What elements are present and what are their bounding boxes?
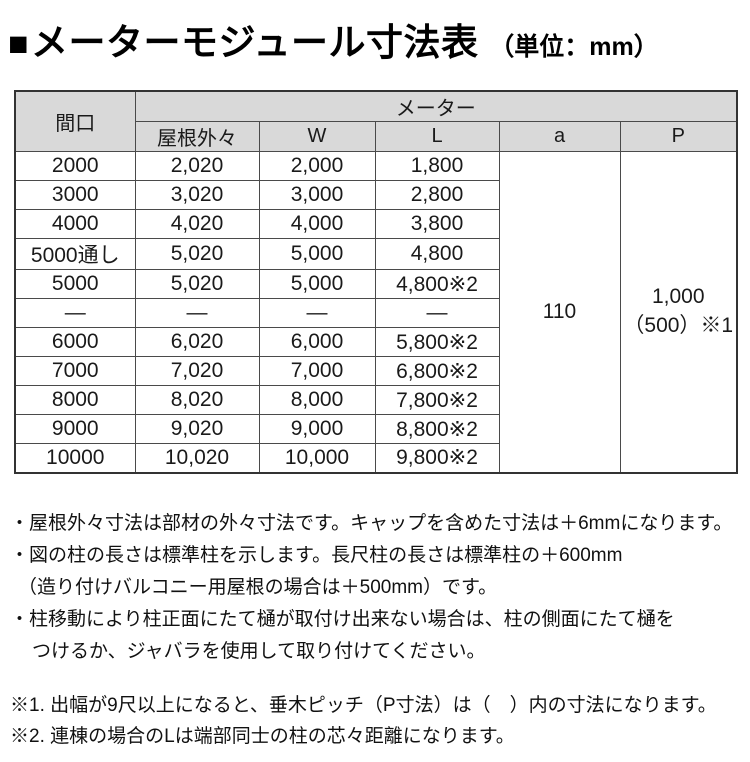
note-line: つけるか、ジャバラを使用して取り付けてください。 bbox=[32, 640, 486, 662]
cell-w: 5,000 bbox=[258, 269, 376, 299]
header-row-sub: 屋根外々 W L a P bbox=[15, 121, 738, 152]
cell-l: 5,800※2 bbox=[374, 327, 500, 357]
cell-yane: 5,020 bbox=[134, 238, 260, 270]
cell-maguchi: 2000 bbox=[14, 151, 136, 181]
table-row: 9000 9,020 9,000 8,800※2 bbox=[14, 414, 737, 444]
cell-p-merged: 1,000 （500）※1 bbox=[619, 151, 738, 473]
header-w: W bbox=[258, 121, 376, 152]
cell-l: 4,800 bbox=[374, 238, 500, 270]
table-row: 3000 3,020 3,000 2,800 bbox=[14, 180, 737, 210]
cell-yane: 5,020 bbox=[134, 269, 260, 299]
note-line: ・図の柱の長さは標準柱を示します。長尺柱の長さは標準柱の＋600mm bbox=[10, 544, 623, 566]
header-yane: 屋根外々 bbox=[134, 121, 260, 152]
note-line: ・屋根外々寸法は部材の外々寸法です。キャップを含めた寸法は＋6mmになります。 bbox=[10, 512, 733, 534]
page-title: ■メーターモジュール寸法表 （単位：mm） bbox=[8, 12, 750, 66]
cell-l: 9,800※2 bbox=[374, 443, 500, 473]
cell-w: 8,000 bbox=[258, 385, 376, 415]
cell-maguchi: 10000 bbox=[14, 443, 136, 473]
cell-maguchi: 3000 bbox=[14, 180, 136, 210]
cell-yane: 4,020 bbox=[134, 209, 260, 239]
cell-yane: 6,020 bbox=[134, 327, 260, 357]
cell-w: 9,000 bbox=[258, 414, 376, 444]
cell-p-line1: 1,000 bbox=[651, 285, 705, 309]
table-row: 4000 4,020 4,000 3,800 bbox=[14, 209, 737, 239]
cell-w: 6,000 bbox=[258, 327, 376, 357]
title-square-icon: ■ bbox=[8, 25, 30, 63]
meter-module-dimension-table: 間口 メーター 屋根外々 W L a P 2000 2,020 2,000 1,… bbox=[14, 90, 739, 474]
cell-l: 7,800※2 bbox=[374, 385, 500, 415]
cell-maguchi: 5000 bbox=[14, 269, 136, 299]
cell-maguchi: 8000 bbox=[14, 385, 136, 415]
cell-maguchi: 7000 bbox=[14, 356, 136, 386]
cell-w: 7,000 bbox=[258, 356, 376, 386]
cell-w: 2,000 bbox=[258, 151, 376, 181]
cell-yane: 10,020 bbox=[134, 443, 260, 473]
cell-p-line2: （500）※1 bbox=[623, 313, 734, 337]
cell-yane: 3,020 bbox=[134, 180, 260, 210]
table-row: 5000 5,020 5,000 4,800※2 bbox=[14, 269, 737, 299]
table-row: 5000通し 5,020 5,000 4,800 bbox=[14, 238, 737, 270]
header-a: a bbox=[498, 121, 621, 152]
table-row: 7000 7,020 7,000 6,800※2 bbox=[14, 356, 737, 386]
cell-l: 6,800※2 bbox=[374, 356, 500, 386]
cell-maguchi: 9000 bbox=[14, 414, 136, 444]
cell-yane: 8,020 bbox=[134, 385, 260, 415]
header-meter-group: メーター bbox=[134, 90, 738, 122]
cell-maguchi: 4000 bbox=[14, 209, 136, 239]
table-row: 2000 2,020 2,000 1,800 110 1,000 （500）※1 bbox=[14, 151, 738, 473]
cell-maguchi: 5000通し bbox=[14, 238, 136, 270]
cell-w: 3,000 bbox=[258, 180, 376, 210]
table-row: 8000 8,020 8,000 7,800※2 bbox=[14, 385, 737, 415]
remark-line: ※2. 連棟の場合のLは端部同士の柱の芯々距離になります。 bbox=[10, 725, 515, 747]
cell-l: 3,800 bbox=[374, 209, 500, 239]
cell-l: 4,800※2 bbox=[374, 269, 500, 299]
header-p: P bbox=[619, 121, 738, 152]
cell-yane: 9,020 bbox=[134, 414, 260, 444]
cell-maguchi: — bbox=[14, 298, 136, 328]
note-line: ・柱移動により柱正面にたて樋が取付け出来ない場合は、柱の側面にたて樋を bbox=[10, 608, 675, 630]
cell-w: — bbox=[258, 298, 376, 328]
table-row: 10000 10,020 10,000 9,800※2 bbox=[14, 443, 737, 473]
cell-yane: 2,020 bbox=[134, 151, 260, 181]
notes-section: ・屋根外々寸法は部材の外々寸法です。キャップを含めた寸法は＋6mmになります。 … bbox=[10, 508, 750, 668]
title-unit: （単位：mm） bbox=[489, 33, 659, 61]
cell-l: — bbox=[374, 298, 500, 328]
note-line: （造り付けバルコニー用屋根の場合は＋500mm）です。 bbox=[18, 576, 498, 598]
cell-w: 4,000 bbox=[258, 209, 376, 239]
cell-l: 8,800※2 bbox=[374, 414, 500, 444]
remarks-section: ※1. 出幅が9尺以上になると、垂木ピッチ（P寸法）は（ ）内の寸法になります。… bbox=[10, 690, 750, 752]
cell-yane: — bbox=[134, 298, 260, 328]
cell-l: 2,800 bbox=[374, 180, 500, 210]
cell-l: 1,800 bbox=[374, 151, 500, 181]
title-text: メーターモジュール寸法表 bbox=[31, 22, 479, 63]
cell-w: 5,000 bbox=[258, 238, 376, 270]
remark-line: ※1. 出幅が9尺以上になると、垂木ピッチ（P寸法）は（ ）内の寸法になります。 bbox=[10, 694, 717, 716]
table-row: — — — — bbox=[14, 298, 737, 328]
cell-a-merged: 110 bbox=[498, 151, 621, 473]
header-maguchi: 間口 bbox=[14, 90, 136, 152]
header-l: L bbox=[374, 121, 500, 152]
cell-yane: 7,020 bbox=[134, 356, 260, 386]
header-row-group: 間口 メーター bbox=[14, 90, 738, 152]
cell-maguchi: 6000 bbox=[14, 327, 136, 357]
cell-w: 10,000 bbox=[258, 443, 376, 473]
